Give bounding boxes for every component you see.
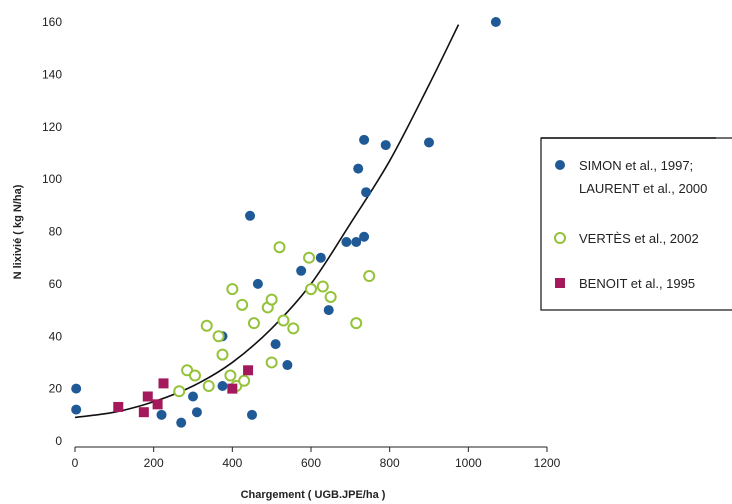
y-tick-label: 60 [49, 277, 63, 291]
legend-label-benoit: BENOIT et al., 1995 [579, 276, 695, 291]
legend-label-vertes: VERTÈS et al., 2002 [579, 231, 699, 246]
point-vertes [287, 322, 300, 335]
point-simon [351, 236, 362, 247]
point-simon [359, 134, 370, 145]
y-tick-label: 120 [42, 120, 62, 134]
point-simon [296, 265, 307, 276]
x-tick-label: 400 [222, 456, 242, 470]
point-vertes [202, 380, 215, 393]
point-simon [315, 252, 326, 263]
point-simon [359, 231, 370, 242]
point-simon [247, 409, 257, 420]
legend-label-simon: SIMON et al., 1997; [579, 158, 693, 173]
legend: SIMON et al., 1997; LAURENT et al., 2000… [540, 137, 732, 311]
y-tick-label: 100 [42, 172, 62, 186]
point-simon [282, 360, 293, 371]
point-simon [252, 278, 263, 289]
x-tick-label: 1000 [455, 456, 482, 470]
point-benoit [158, 378, 169, 389]
legend-marker-benoit [555, 278, 565, 288]
point-vertes [216, 348, 229, 361]
legend-marker-simon [555, 160, 565, 170]
point-simon [490, 17, 501, 27]
point-vertes [316, 280, 329, 293]
point-benoit [142, 391, 153, 402]
point-simon [176, 417, 187, 428]
point-simon [353, 163, 364, 174]
point-simon [217, 381, 228, 392]
y-tick-label: 160 [42, 15, 62, 29]
point-simon [71, 383, 82, 394]
trend-curve [74, 24, 460, 419]
point-simon [270, 339, 281, 350]
point-vertes [350, 317, 363, 330]
point-vertes [224, 369, 237, 382]
point-vertes [324, 290, 337, 303]
x-tick-label: 600 [301, 456, 321, 470]
y-axis-label: N lixivié ( kg N/ha) [12, 184, 24, 279]
point-vertes [226, 283, 239, 296]
point-vertes [303, 251, 316, 264]
data-points [71, 17, 501, 428]
point-vertes [238, 374, 251, 387]
x-axis-ticks: 0 200 400 600 800 1000 1200 [72, 447, 561, 470]
point-vertes [236, 298, 249, 311]
y-tick-label: 80 [49, 225, 63, 239]
point-simon [156, 409, 167, 420]
point-vertes [363, 270, 376, 283]
point-simon [245, 210, 256, 221]
point-simon [71, 404, 82, 415]
point-vertes [277, 314, 290, 327]
point-vertes [173, 385, 186, 398]
x-axis-label: Chargement ( UGB.JPE/ha ) [241, 489, 386, 501]
point-benoit [243, 365, 254, 376]
point-vertes [200, 319, 213, 332]
point-vertes [265, 293, 278, 306]
point-simon [424, 137, 434, 148]
point-benoit [152, 399, 163, 410]
point-simon [188, 391, 198, 402]
point-simon [361, 187, 372, 198]
y-tick-label: 0 [55, 434, 62, 448]
point-simon [380, 140, 391, 151]
y-tick-label: 40 [49, 329, 63, 343]
legend-marker-vertes [554, 232, 566, 244]
legend-label-simon-line2: LAURENT et al., 2000 [579, 181, 707, 196]
legend-box [540, 137, 732, 311]
y-tick-label: 20 [49, 382, 63, 396]
point-simon [191, 407, 202, 418]
x-tick-label: 800 [380, 456, 400, 470]
point-vertes [273, 241, 286, 254]
x-tick-label: 200 [144, 456, 164, 470]
point-benoit [113, 401, 124, 412]
x-tick-label: 0 [72, 456, 79, 470]
point-benoit [138, 407, 149, 418]
point-simon [341, 236, 352, 247]
point-vertes [212, 330, 225, 343]
point-vertes [305, 283, 317, 296]
point-vertes [265, 356, 278, 369]
point-simon [323, 305, 334, 316]
point-vertes [247, 317, 260, 330]
y-tick-label: 140 [42, 67, 62, 81]
point-vertes [188, 369, 201, 382]
point-benoit [227, 383, 238, 394]
x-tick-label: 1200 [534, 456, 561, 470]
y-axis-ticks: 0 20 40 60 80 100 120 140 160 [42, 15, 62, 448]
